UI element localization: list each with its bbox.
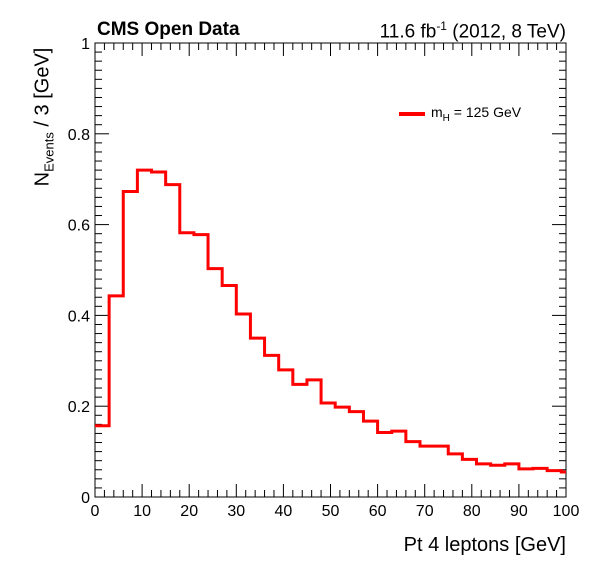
legend-label-main: m	[431, 104, 443, 120]
lumi-value: 11.6 fb	[379, 21, 437, 43]
x-tick-label: 30	[227, 503, 245, 520]
y-tick-label: 0.4	[68, 308, 90, 325]
experiment-title: CMS Open Data	[97, 19, 240, 40]
x-tick-label: 20	[180, 503, 198, 520]
histogram-series-line	[95, 168, 566, 474]
x-tick-label: 70	[416, 503, 434, 520]
y-tick-label: 0.8	[68, 127, 90, 144]
y-axis-label-main: N	[31, 171, 54, 187]
x-tick-label: 100	[553, 503, 580, 520]
legend-label-sub: H	[442, 112, 450, 124]
y-axis-label-rest: / 3 [GeV]	[31, 47, 54, 133]
x-tick-label: 60	[369, 503, 387, 520]
x-tick-label: 0	[91, 503, 100, 520]
y-tick-label: 1	[81, 36, 90, 53]
x-axis-label: Pt 4 leptons [GeV]	[403, 534, 566, 556]
x-tick-label: 90	[510, 503, 528, 520]
luminosity-label: 11.6 fb-1 (2012, 8 TeV)	[380, 19, 566, 43]
legend-swatch	[399, 111, 425, 116]
y-tick-label: 0.2	[68, 399, 90, 416]
y-tick-label: 0	[81, 490, 90, 507]
x-tick-label: 80	[463, 503, 481, 520]
legend-label-rest: = 125 GeV	[449, 104, 522, 120]
y-axis-label-sub: Events	[41, 132, 57, 172]
legend: mH = 125 GeV	[399, 104, 521, 124]
x-tick-label: 10	[133, 503, 151, 520]
x-tick-label: 50	[322, 503, 340, 520]
x-tick-label: 40	[275, 503, 293, 520]
lumi-exponent: -1	[436, 19, 447, 33]
y-tick-label: 0.6	[68, 218, 90, 235]
legend-label: mH = 125 GeV	[431, 104, 521, 124]
lumi-energy: (2012, 8 TeV)	[446, 21, 566, 43]
y-axis-label: NEvents / 3 [GeV]	[32, 48, 57, 187]
